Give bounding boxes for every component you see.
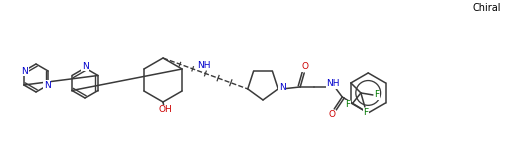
Text: N: N: [81, 61, 89, 71]
Text: NH: NH: [197, 61, 210, 70]
Text: OH: OH: [158, 105, 172, 115]
Text: N: N: [279, 84, 286, 92]
Text: F: F: [374, 90, 379, 100]
Text: O: O: [329, 110, 336, 120]
Text: N: N: [22, 67, 28, 76]
Text: F: F: [364, 108, 369, 117]
Text: Chiral: Chiral: [473, 3, 501, 13]
Text: N: N: [44, 80, 51, 89]
Text: F: F: [345, 100, 350, 109]
Text: NH: NH: [327, 80, 340, 88]
Text: O: O: [302, 62, 309, 72]
